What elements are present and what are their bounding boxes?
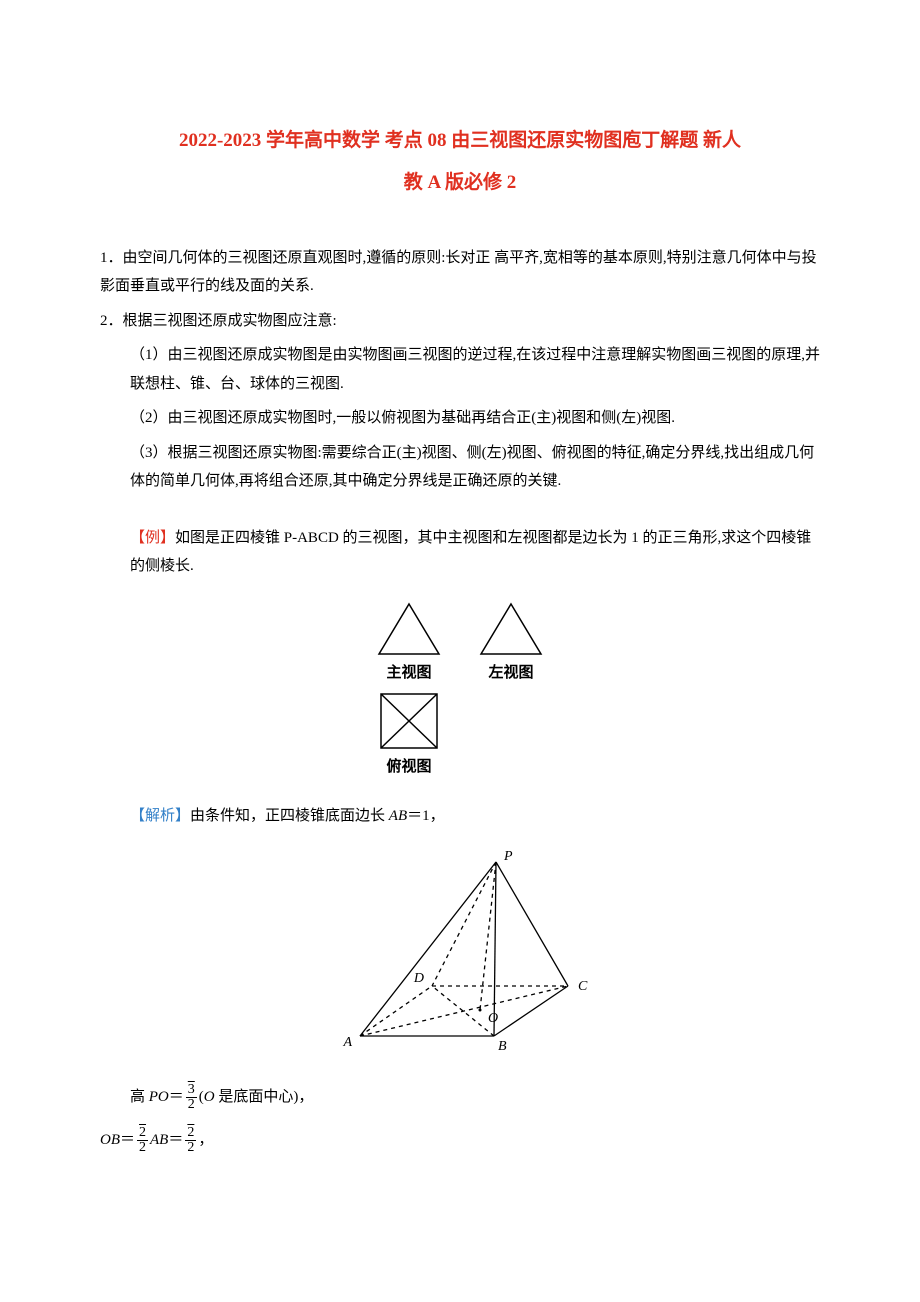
ml2-end: ， xyxy=(198,1132,213,1148)
top-view: 俯视图 xyxy=(376,691,442,782)
math-line-1: 高 PO＝32(O 是底面中心)， xyxy=(100,1081,820,1114)
body: 1．由空间几何体的三视图还原直观图时,遵循的原则:长对正 高平齐,宽相等的基本原… xyxy=(100,244,820,1157)
svg-text:B: B xyxy=(498,1039,507,1050)
solution-text: 由条件知，正四棱锥底面边长 AB＝1， xyxy=(190,808,445,824)
three-view-figure: 主视图 左视图 俯视图 xyxy=(100,601,820,782)
ml1-frac: 32 xyxy=(186,1083,197,1112)
pyramid-figure: P A B C D O xyxy=(100,850,820,1061)
main-view-label: 主视图 xyxy=(386,659,431,688)
ml2-den2: 2 xyxy=(185,1141,196,1155)
svg-text:D: D xyxy=(413,971,424,986)
svg-text:A: A xyxy=(342,1035,352,1050)
svg-text:P: P xyxy=(503,850,513,864)
title-line-1: 2022-2023 学年高中数学 考点 08 由三视图还原实物图庖丁解题 新人 xyxy=(100,120,820,162)
ml1-den: 2 xyxy=(186,1098,197,1112)
ml2-num2: 2 xyxy=(185,1126,196,1141)
main-view: 主视图 xyxy=(376,601,442,688)
ml2-frac1: 22 xyxy=(137,1126,148,1155)
ml1-eq: ＝ xyxy=(169,1089,184,1105)
ml2-ab: AB xyxy=(150,1132,168,1148)
ml1-prefix: 高 xyxy=(130,1089,149,1105)
math-line-2: OB＝22AB＝22， xyxy=(70,1124,820,1157)
ml2-eq1: ＝ xyxy=(120,1132,135,1148)
top-view-label: 俯视图 xyxy=(386,753,431,782)
ml1-suffix: (O 是底面中心)， xyxy=(199,1089,314,1105)
left-view: 左视图 xyxy=(478,601,544,688)
title-line-2: 教 A 版必修 2 xyxy=(100,162,820,204)
ml2-num1: 2 xyxy=(137,1126,148,1141)
ml1-num: 3 xyxy=(186,1083,197,1098)
left-view-label: 左视图 xyxy=(488,659,533,688)
solution-block: 【解析】由条件知，正四棱锥底面边长 AB＝1， xyxy=(100,802,820,831)
example-block: 【例】如图是正四棱锥 P‑ABCD 的三视图，其中主视图和左视图都是边长为 1 … xyxy=(100,524,820,581)
triangle-left-icon xyxy=(478,601,544,657)
point-2-sub2: （2）由三视图还原成实物图时,一般以俯视图为基础再结合正(主)视图和侧(左)视图… xyxy=(100,404,820,433)
example-label: 【例】 xyxy=(130,530,175,546)
square-top-icon xyxy=(376,691,442,751)
ml2-frac2: 22 xyxy=(185,1126,196,1155)
point-2-sub3: （3）根据三视图还原实物图:需要综合正(主)视图、侧(左)视图、俯视图的特征,确… xyxy=(100,439,820,496)
ml2-eq2: ＝ xyxy=(168,1132,183,1148)
point-2: 2．根据三视图还原成实物图应注意: xyxy=(100,307,820,336)
svg-text:O: O xyxy=(488,1011,498,1026)
ml2-ob: OB xyxy=(100,1132,120,1148)
document-title: 2022-2023 学年高中数学 考点 08 由三视图还原实物图庖丁解题 新人 … xyxy=(100,120,820,204)
svg-text:C: C xyxy=(578,979,588,994)
ml2-den1: 2 xyxy=(137,1141,148,1155)
example-text: 如图是正四棱锥 P‑ABCD 的三视图，其中主视图和左视图都是边长为 1 的正三… xyxy=(130,530,811,575)
point-2-sub1: （1）由三视图还原成实物图是由实物图画三视图的逆过程,在该过程中注意理解实物图画… xyxy=(100,341,820,398)
point-1: 1．由空间几何体的三视图还原直观图时,遵循的原则:长对正 高平齐,宽相等的基本原… xyxy=(100,244,820,301)
triangle-main-icon xyxy=(376,601,442,657)
ml1-po: PO xyxy=(149,1089,169,1105)
solution-label: 【解析】 xyxy=(130,808,190,824)
pyramid-svg: P A B C D O xyxy=(320,850,600,1050)
